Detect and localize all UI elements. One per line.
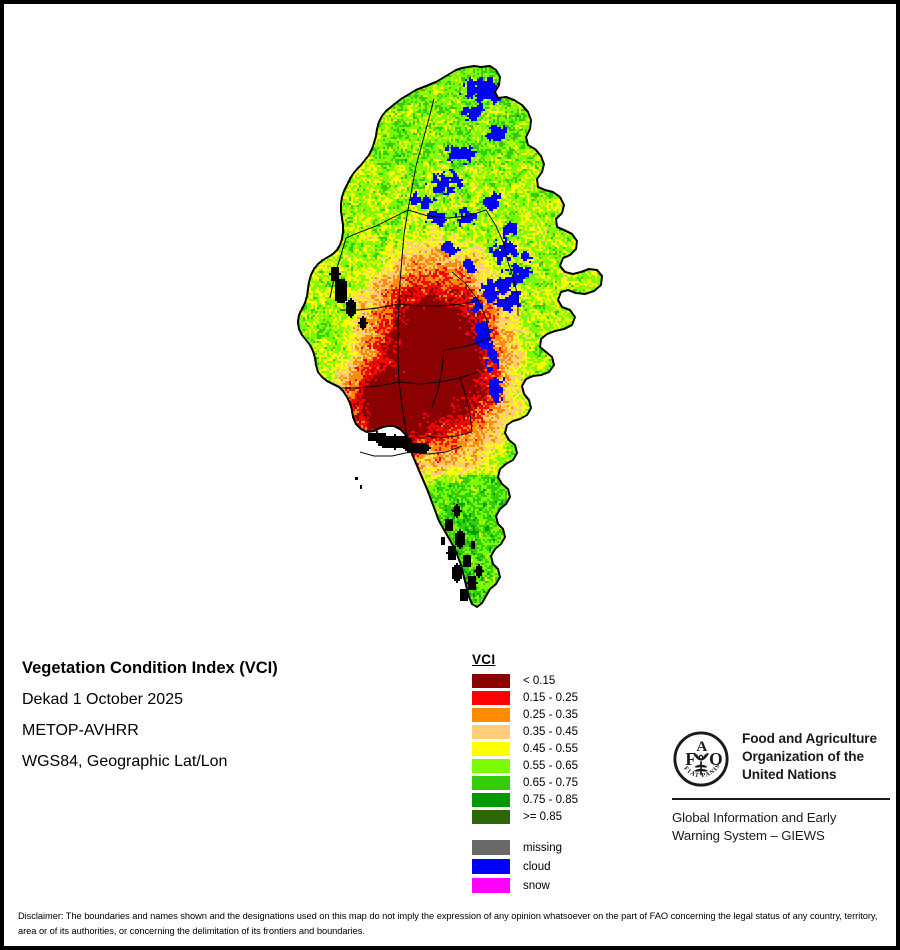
legend-class-label: 0.75 - 0.85 — [523, 794, 578, 806]
legend-class-swatch — [472, 691, 510, 705]
map-info-block: Vegetation Condition Index (VCI) Dekad 1… — [22, 659, 442, 784]
svg-text:A: A — [696, 739, 707, 755]
legend-class-row: 0.25 - 0.35 — [472, 707, 578, 723]
legend-class-swatch — [472, 759, 510, 773]
legend-extra-label: missing — [523, 841, 562, 854]
info-projection: WGS84, Geographic Lat/Lon — [22, 753, 228, 770]
legend-extra-row: snow — [472, 877, 578, 894]
legend-class-row: 0.45 - 0.55 — [472, 741, 578, 757]
info-sensor: METOP-AVHRR — [22, 722, 139, 739]
legend-class-swatch — [472, 725, 510, 739]
legend-class-label: 0.45 - 0.55 — [523, 743, 578, 755]
legend-class-label: 0.25 - 0.35 — [523, 709, 578, 721]
fao-emblem-icon: F A O FIAT PANIS — [673, 731, 729, 787]
fao-divider — [672, 798, 890, 800]
fao-branding: F A O FIAT PANIS Food and Agriculture Org… — [672, 730, 890, 844]
legend-extra-list: missing cloud snow — [472, 839, 578, 894]
legend-class-label: 0.55 - 0.65 — [523, 760, 578, 772]
vci-legend: VCI < 0.15 0.15 - 0.25 0.25 - 0.35 0.35 - 0… — [472, 652, 578, 896]
legend-class-label: 0.35 - 0.45 — [523, 726, 578, 738]
legend-class-row: 0.75 - 0.85 — [472, 792, 578, 808]
legend-class-row: 0.15 - 0.25 — [472, 690, 578, 706]
legend-class-swatch — [472, 810, 510, 824]
vci-raster-map — [4, 4, 896, 644]
svg-text:O: O — [709, 749, 723, 769]
legend-extra-swatch — [472, 859, 510, 874]
map-figure — [4, 4, 896, 644]
legend-extra-row: missing — [472, 839, 578, 856]
legend-class-swatch — [472, 793, 510, 807]
legend-class-label: >= 0.85 — [523, 811, 563, 823]
legend-class-swatch — [472, 674, 510, 688]
legend-class-swatch — [472, 776, 510, 790]
disclaimer-text: Disclaimer: The boundaries and names sho… — [18, 911, 878, 937]
info-heading: Vegetation Condition Index (VCI) — [22, 659, 278, 677]
fao-logo-row: F A O FIAT PANIS Food and Agriculture Org… — [672, 730, 890, 788]
legend-class-label: 0.65 - 0.75 — [523, 777, 578, 789]
legend-class-row: < 0.15 — [472, 673, 578, 689]
legend-extra-swatch — [472, 878, 510, 893]
fao-organization-name: Food and Agriculture Organization of the U… — [742, 731, 877, 782]
svg-text:F: F — [685, 749, 696, 769]
legend-extra-label: cloud — [523, 860, 551, 873]
legend-class-label: < 0.15 — [523, 675, 556, 687]
legend-class-swatch — [472, 708, 510, 722]
legend-class-swatch — [472, 742, 510, 756]
legend-class-label: 0.15 - 0.25 — [523, 692, 578, 704]
legend-class-row: 0.65 - 0.75 — [472, 775, 578, 791]
legend-class-row: 0.35 - 0.45 — [472, 724, 578, 740]
info-dekad: Dekad 1 October 2025 — [22, 691, 183, 708]
legend-extra-label: snow — [523, 879, 550, 892]
legend-extra-row: cloud — [472, 858, 578, 875]
legend-class-list: < 0.15 0.15 - 0.25 0.25 - 0.35 0.35 - 0.45 0… — [472, 673, 578, 825]
legend-class-row: >= 0.85 — [472, 809, 578, 825]
fao-system-name: Global Information and Early Warning Syst… — [672, 810, 837, 843]
legend-title: VCI — [472, 652, 496, 667]
legend-extra-swatch — [472, 840, 510, 855]
legend-class-row: 0.55 - 0.65 — [472, 758, 578, 774]
